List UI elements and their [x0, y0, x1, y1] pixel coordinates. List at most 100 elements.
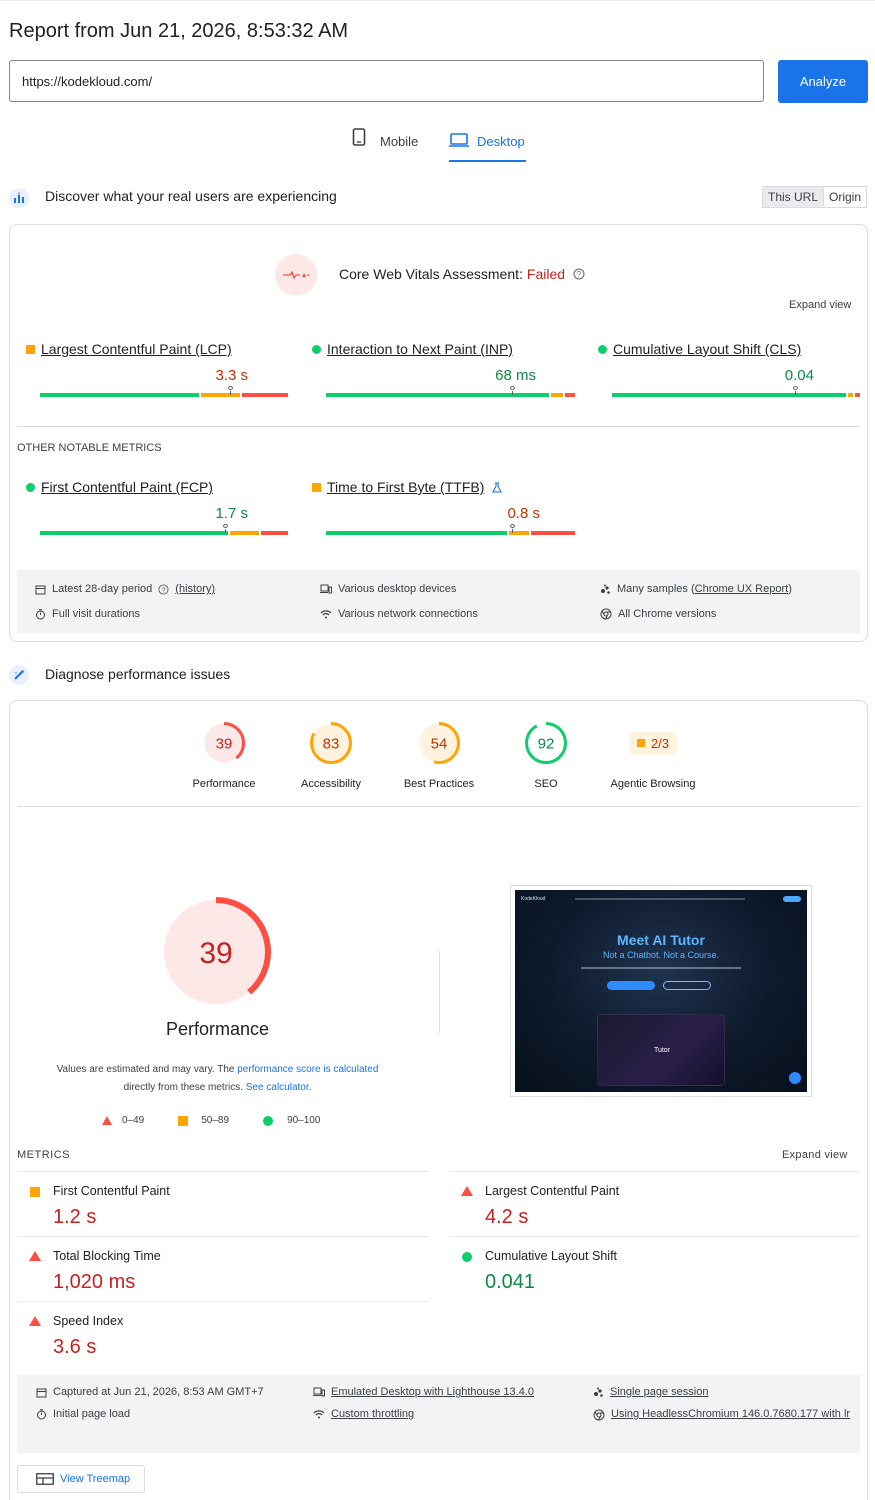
run-info-initial-load: Initial page load — [36, 1408, 130, 1420]
metric-fcp-name[interactable]: First Contentful Paint (FCP) — [41, 479, 213, 495]
metric-lcp-value: 4.2 s — [485, 1206, 529, 1228]
metric-inp[interactable]: Interaction to Next Paint (INP) 68 ms — [312, 341, 578, 397]
gauge-arc — [310, 722, 352, 764]
poor-segment — [530, 531, 575, 535]
score-accessibility-label: Accessibility — [301, 778, 361, 790]
metrics-expand-view[interactable]: Expand view — [782, 1149, 848, 1161]
score-performance[interactable]: 39 Performance — [169, 721, 279, 790]
gauge-value: 83 — [323, 735, 340, 752]
wifi-icon — [313, 1410, 325, 1419]
see-calculator-link[interactable]: See calculator. — [245, 1082, 312, 1093]
good-segment — [612, 393, 847, 397]
metric-lcp-value: 3.3 s — [215, 367, 248, 384]
cwv-assessment-status: Failed — [526, 266, 566, 282]
metric-cls-label: Cumulative Layout Shift — [485, 1249, 618, 1263]
screenshot-brand: KodeKloud — [521, 896, 546, 902]
tab-mobile[interactable]: Mobile — [352, 128, 418, 162]
metric-row-cls: Cumulative Layout Shift 0.041 — [449, 1236, 860, 1301]
metric-inp-name[interactable]: Interaction to Next Paint (INP) — [327, 341, 513, 357]
metric-tbt-label: Total Blocking Time — [53, 1249, 161, 1263]
p75-marker — [509, 386, 515, 395]
url-input[interactable] — [9, 60, 764, 102]
view-treemap-button[interactable]: View Treemap — [17, 1465, 145, 1493]
cwv-assessment: Core Web Vitals Assessment: Failed ? — [339, 266, 585, 282]
run-info-browser-link[interactable]: Using HeadlessChromium 146.0.7680.177 wi… — [611, 1408, 851, 1420]
metric-fcp-value: 1.2 s — [53, 1206, 97, 1228]
gauge-arc — [161, 897, 271, 1007]
metric-ttfb[interactable]: Time to First Byte (TTFB) 0.8 s — [312, 479, 578, 535]
gauge-background — [526, 723, 566, 763]
run-info-captured: Captured at Jun 21, 2026, 8:53 AM GMT+7 — [36, 1386, 264, 1398]
gauge-background — [311, 723, 351, 763]
pass-dot-icon — [263, 1115, 274, 1126]
metric-cls-value: 0.04 — [784, 367, 814, 384]
analyze-button[interactable]: Analyze — [778, 60, 868, 103]
fail-triangle-icon — [29, 1316, 41, 1326]
run-info-browser: Using HeadlessChromium 146.0.7680.177 wi… — [593, 1404, 853, 1425]
run-info-session: Single page session — [593, 1386, 708, 1398]
p75-marker — [223, 524, 228, 533]
metrics-title: METRICS — [17, 1149, 70, 1161]
info-durations-text: Full visit durations — [52, 608, 141, 620]
metric-ttfb-name[interactable]: Time to First Byte (TTFB) — [327, 479, 485, 495]
info-samples-suffix: ) — [788, 583, 792, 595]
poor-segment — [855, 393, 860, 397]
score-best-practices[interactable]: 54 Best Practices — [384, 721, 494, 790]
devices-icon — [313, 1387, 325, 1397]
score-accessibility[interactable]: 83 Accessibility — [276, 721, 386, 790]
help-icon[interactable]: ? — [158, 583, 169, 595]
screenshot-headline: Meet AI Tutor — [617, 932, 705, 948]
run-info-throttling-link[interactable]: Custom throttling — [331, 1408, 415, 1420]
good-segment — [326, 531, 508, 535]
toggle-origin[interactable]: Origin — [829, 190, 862, 204]
run-info-emulated-link[interactable]: Emulated Desktop with Lighthouse 13.4.0 — [331, 1386, 535, 1398]
toggle-this-url[interactable]: This URL — [763, 187, 825, 207]
metric-row-lcp: Largest Contentful Paint 4.2 s — [449, 1171, 860, 1236]
score-calculated-link[interactable]: performance score is calculated — [237, 1064, 379, 1075]
needs-improvement-segment — [550, 393, 564, 397]
diagnose-section-title: Diagnose performance issues — [45, 666, 231, 682]
run-info-session-link[interactable]: Single page session — [610, 1386, 709, 1398]
score-agentic-browsing[interactable]: 2/3 Agentic Browsing — [593, 721, 713, 790]
accessibility-gauge: 83 — [310, 722, 352, 764]
info-chrome: All Chrome versions — [600, 608, 716, 620]
score-note-prefix: Values are estimated and may vary. The — [56, 1064, 238, 1075]
needs-improvement-segment — [229, 531, 260, 535]
metric-fcp-label: First Contentful Paint — [53, 1184, 170, 1198]
stopwatch-icon — [36, 608, 45, 619]
metric-inp-distribution-bar — [326, 386, 575, 397]
metric-inp-value: 68 ms — [495, 367, 536, 384]
url-origin-toggle[interactable]: This URL Origin — [762, 186, 868, 208]
gauge-background — [204, 723, 244, 763]
metric-cls[interactable]: Cumulative Layout Shift (CLS) 0.04 — [598, 341, 860, 397]
crux-card: Core Web Vitals Assessment: Failed ? Exp… — [9, 224, 868, 642]
tab-desktop[interactable]: Desktop — [449, 128, 526, 162]
metric-fcp[interactable]: First Contentful Paint (FCP) 1.7 s — [26, 479, 292, 535]
gauge-arc — [418, 722, 460, 764]
info-samples: Many samples (Chrome UX Report) — [600, 583, 792, 595]
history-link[interactable]: (history) — [175, 583, 216, 595]
needs-improvement-square-icon — [312, 482, 321, 492]
chrome-ux-report-link[interactable]: Chrome UX Report — [694, 583, 789, 595]
poor-segment — [565, 393, 575, 397]
metrics-divider — [17, 426, 860, 427]
metric-lcp-distribution-bar — [40, 386, 288, 397]
info-period-text: Latest 28-day period — [52, 583, 153, 595]
gauge-value: 39 — [199, 937, 232, 970]
help-icon[interactable]: ? — [573, 268, 585, 280]
metric-lcp-name[interactable]: Largest Contentful Paint (LCP) — [41, 341, 232, 357]
crux-section-title: Discover what your real users are experi… — [45, 188, 337, 204]
cwv-assessment-label: Core Web Vitals Assessment: — [339, 266, 523, 282]
experimental-flask-icon — [492, 481, 503, 493]
p75-marker — [227, 386, 233, 395]
stopwatch-icon — [37, 1408, 46, 1419]
devices-icon — [320, 584, 332, 594]
score-seo-label: SEO — [534, 778, 558, 790]
gauge-value: 39 — [216, 735, 233, 752]
metric-lcp[interactable]: Largest Contentful Paint (LCP) 3.3 s — [26, 341, 292, 397]
p75-marker — [792, 386, 798, 395]
metric-cls-name[interactable]: Cumulative Layout Shift (CLS) — [613, 341, 802, 357]
screenshot-signup — [783, 896, 801, 902]
score-seo[interactable]: 92 SEO — [491, 721, 601, 790]
crux-expand-view[interactable]: Expand view — [789, 299, 852, 311]
